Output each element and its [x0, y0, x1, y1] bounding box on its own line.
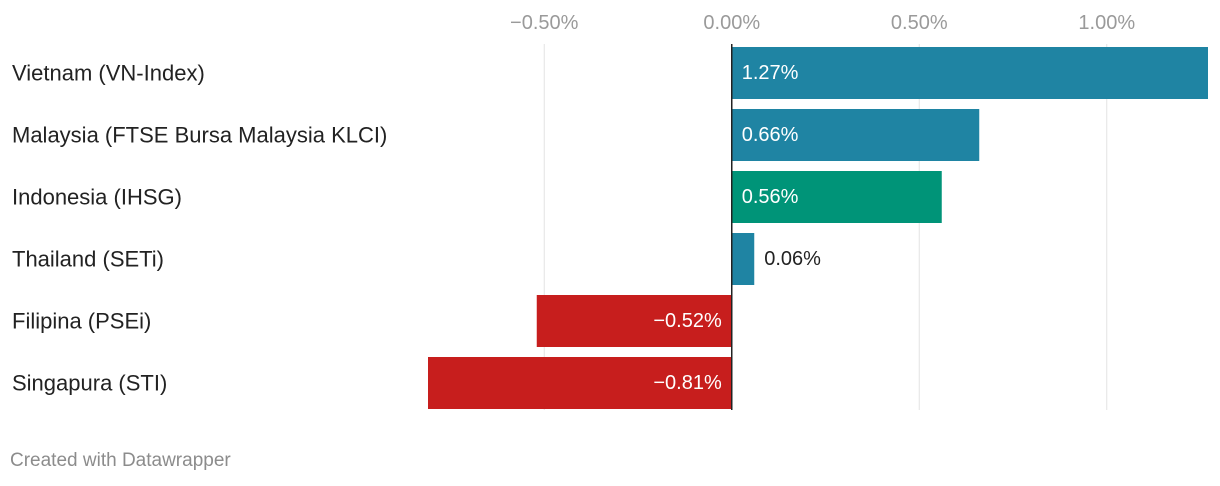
value-label: −0.52% — [653, 310, 722, 332]
category-label: Malaysia (FTSE Bursa Malaysia KLCI) — [12, 123, 387, 148]
value-labels: 1.27% 0.66% 0.56% 0.06% −0.52% −0.81% — [653, 62, 821, 394]
x-tick-label: 0.50% — [891, 12, 948, 34]
category-label: Indonesia (IHSG) — [12, 185, 182, 210]
value-label: 0.56% — [742, 186, 799, 208]
bar — [731, 171, 942, 223]
x-tick-label: 1.00% — [1078, 12, 1135, 34]
category-labels: Vietnam (VN-Index) Malaysia (FTSE Bursa M… — [12, 61, 387, 396]
category-label: Singapura (STI) — [12, 371, 167, 396]
x-tick-label: 0.00% — [703, 12, 760, 34]
value-label: −0.81% — [653, 372, 722, 394]
category-label: Thailand (SETi) — [12, 247, 164, 272]
value-label: 0.66% — [742, 124, 799, 146]
bar — [731, 47, 1208, 99]
bar — [536, 295, 732, 347]
category-label: Vietnam (VN-Index) — [12, 61, 205, 86]
value-label: 1.27% — [742, 62, 799, 84]
bar — [731, 109, 980, 161]
value-label: 0.06% — [764, 248, 821, 270]
bar — [731, 233, 755, 285]
credit-text: Created with Datawrapper — [10, 450, 231, 471]
category-label: Filipina (PSEi) — [12, 309, 151, 334]
x-axis-ticks: −0.50% 0.00% 0.50% 1.00% — [510, 12, 1135, 34]
bar — [428, 357, 732, 409]
bars — [428, 47, 1208, 409]
x-tick-label: −0.50% — [510, 12, 579, 34]
gridlines — [543, 44, 1108, 410]
